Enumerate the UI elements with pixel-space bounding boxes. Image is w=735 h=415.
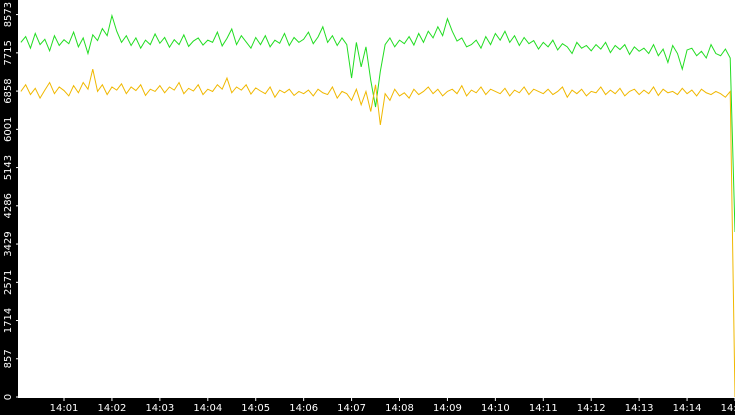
series-line bbox=[20, 69, 735, 398]
y-tick-label: 0 bbox=[3, 394, 14, 400]
y-tick-label: 7715 bbox=[3, 40, 14, 65]
x-tick-label: 14:05 bbox=[241, 403, 270, 414]
x-tick-label: 14:02 bbox=[98, 403, 127, 414]
x-tick-label: 14:01 bbox=[50, 403, 79, 414]
x-tick-label: 14:09 bbox=[433, 403, 462, 414]
y-tick-label: 2571 bbox=[3, 270, 14, 295]
x-tick-label: 14:03 bbox=[145, 403, 174, 414]
x-tick-label: 14:14 bbox=[673, 403, 702, 414]
x-tick-label: 14:13 bbox=[625, 403, 654, 414]
y-tick-label: 4286 bbox=[3, 193, 14, 218]
x-tick-label: 14:04 bbox=[193, 403, 222, 414]
y-tick-label: 5143 bbox=[3, 155, 14, 180]
y-tick-label: 8573 bbox=[3, 2, 14, 27]
y-tick-label: 3429 bbox=[3, 231, 14, 256]
x-tick-label: 14:08 bbox=[385, 403, 414, 414]
x-tick-label: 14:12 bbox=[577, 403, 606, 414]
x-tick-label: 14:06 bbox=[289, 403, 318, 414]
x-tick-label: 14:10 bbox=[481, 403, 510, 414]
y-tick-label: 6001 bbox=[3, 117, 14, 142]
x-tick-label: 14:11 bbox=[529, 403, 558, 414]
y-tick-label: 6858 bbox=[3, 78, 14, 103]
series-line bbox=[20, 13, 735, 232]
plot-area bbox=[18, 0, 735, 398]
x-tick-label: 14:15 bbox=[721, 403, 735, 414]
y-tick-label: 1714 bbox=[3, 308, 14, 333]
y-tick-label: 857 bbox=[3, 349, 14, 368]
x-tick-label: 14:07 bbox=[337, 403, 366, 414]
